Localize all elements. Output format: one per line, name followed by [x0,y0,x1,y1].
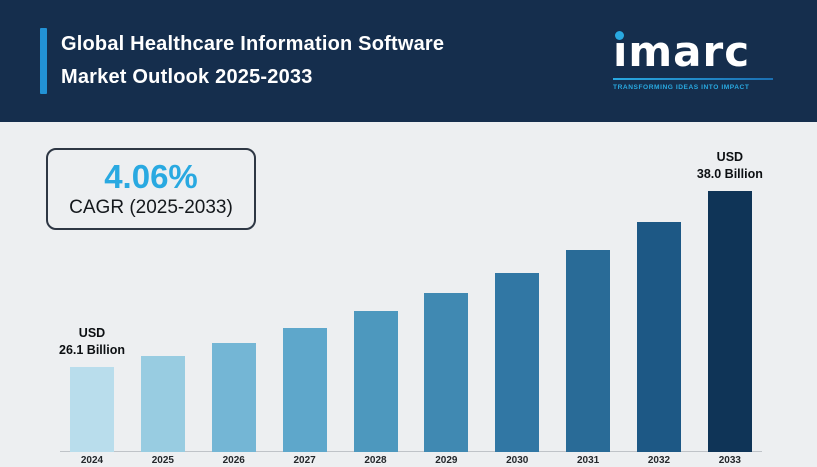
bar-column-2025: 2025 [140,356,185,466]
logo-i-dot-icon [615,31,624,40]
logo-divider-line [613,78,773,80]
year-label-2030: 2030 [506,455,529,466]
chart-area: 4.06% CAGR (2025-2033) USD 26.1 Billion 20… [0,122,817,467]
year-label-2028: 2028 [364,455,387,466]
year-label-2032: 2032 [647,455,671,466]
bar-2032 [637,222,681,452]
cagr-box: 4.06% CAGR (2025-2033) [46,148,256,230]
logo-text: ımarc [613,27,751,76]
bar-column-2033: USD 38.0 Billion 2033 [697,149,763,466]
bar-2025 [140,356,185,452]
year-label-2025: 2025 [151,455,174,466]
bar-column-2031: 2031 [566,250,611,466]
imarc-logo-wordmark: ımarc [613,31,773,73]
bar-2030 [495,273,540,452]
bar-2024 [70,367,114,452]
bar-chart: USD 26.1 Billion 2024 2025 2026 2027 2028 2029 2… [59,149,763,466]
bar-column-2024: USD 26.1 Billion 2024 [59,325,125,466]
bar-2028 [353,311,398,452]
bar-2029 [424,293,469,452]
title-line-1: Global Healthcare Information Software [61,33,445,55]
page-title: Global Healthcare Information Software Ma… [61,28,444,94]
cagr-label: CAGR (2025-2033) [69,197,233,219]
logo-tagline: TRANSFORMING IDEAS INTO IMPACT [613,84,750,91]
imarc-logo: ımarc TRANSFORMING IDEAS INTO IMPACT [613,31,773,91]
value-label-2033: USD 38.0 Billion [696,150,763,182]
year-label-2027: 2027 [293,455,316,466]
cagr-value: 4.06% [104,157,198,195]
bar-column-2028: 2028 [353,311,398,466]
bar-2026 [211,343,256,452]
year-label-2026: 2026 [222,455,245,466]
bar-column-2026: 2026 [211,343,256,466]
year-label-2031: 2031 [577,455,600,466]
bar-2033 [707,191,752,452]
year-label-2033: 2033 [718,455,741,466]
bar-2031 [566,250,611,452]
title-block: Global Healthcare Information Software Ma… [40,28,444,94]
title-line-2: Market Outlook 2025-2033 [61,66,313,88]
bar-column-2030: 2030 [495,273,540,466]
year-label-2029: 2029 [435,455,458,466]
header: Global Healthcare Information Software Ma… [0,0,817,122]
bar-column-2029: 2029 [424,293,469,466]
x-axis-line [60,451,762,452]
value-label-2024: USD 26.1 Billion [59,326,125,358]
bar-2027 [282,328,327,452]
year-label-2024: 2024 [80,455,104,466]
bar-column-2027: 2027 [282,328,327,466]
bar-column-2032: 2032 [637,222,681,466]
title-accent-bar [40,28,47,94]
